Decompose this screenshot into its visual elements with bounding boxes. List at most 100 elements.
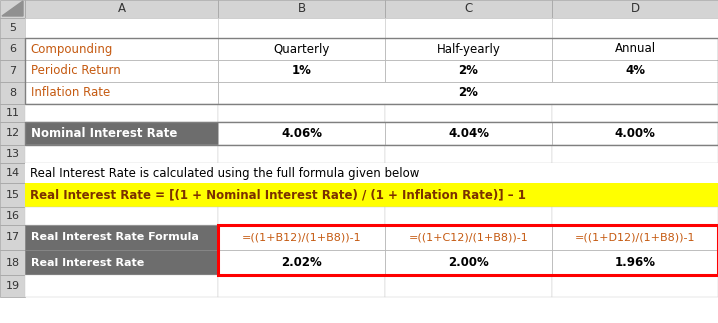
Bar [25, 225, 218, 250]
Bar [552, 104, 718, 122]
Text: B: B [297, 3, 306, 16]
Bar [385, 18, 552, 38]
Bar [0, 60, 25, 82]
Bar [0, 18, 25, 38]
Text: Half-yearly: Half-yearly [437, 43, 500, 56]
Text: 16: 16 [6, 211, 19, 221]
Text: 13: 13 [6, 149, 19, 159]
Bar [0, 104, 25, 122]
Bar [218, 18, 385, 38]
Bar [552, 122, 718, 145]
Bar [25, 38, 718, 104]
Bar [552, 38, 718, 60]
Bar [218, 82, 718, 104]
Text: =((1+B12)/(1+B8))-1: =((1+B12)/(1+B8))-1 [242, 233, 361, 243]
Bar [218, 122, 385, 145]
Text: Quarterly: Quarterly [274, 43, 330, 56]
Text: Annual: Annual [615, 43, 656, 56]
Bar [0, 207, 25, 225]
Bar [385, 145, 552, 163]
Text: Real Interest Rate Formula: Real Interest Rate Formula [31, 233, 199, 243]
Bar [25, 104, 218, 122]
Bar [25, 122, 718, 145]
Bar [218, 225, 718, 275]
Text: 4%: 4% [625, 65, 645, 78]
Text: 19: 19 [6, 281, 19, 291]
Bar [385, 122, 552, 145]
Text: 1.96%: 1.96% [615, 256, 656, 269]
Text: 14: 14 [6, 168, 19, 178]
Bar [25, 163, 718, 183]
Bar [218, 60, 385, 82]
Bar [25, 60, 218, 82]
Text: =((1+D12)/(1+B8))-1: =((1+D12)/(1+B8))-1 [574, 233, 695, 243]
Bar [25, 250, 218, 275]
Text: Real Interest Rate: Real Interest Rate [31, 257, 144, 267]
Text: 15: 15 [6, 190, 19, 200]
Bar [385, 38, 552, 60]
Bar [0, 82, 25, 104]
Bar [218, 250, 385, 275]
Bar [25, 38, 218, 60]
Bar [218, 275, 385, 297]
Bar [25, 122, 218, 145]
Text: =((1+C12)/(1+B8))-1: =((1+C12)/(1+B8))-1 [409, 233, 528, 243]
Text: 18: 18 [6, 257, 19, 267]
Bar [0, 275, 25, 297]
Bar [385, 0, 552, 18]
Bar [385, 104, 552, 122]
Text: 2%: 2% [458, 87, 478, 99]
Text: 8: 8 [9, 88, 16, 98]
Bar [218, 145, 385, 163]
Text: Real Interest Rate is calculated using the full formula given below: Real Interest Rate is calculated using t… [30, 166, 419, 180]
Text: Nominal Interest Rate: Nominal Interest Rate [31, 127, 177, 140]
Bar [0, 122, 25, 145]
Bar [25, 207, 218, 225]
Bar [552, 275, 718, 297]
Bar [552, 60, 718, 82]
Bar [25, 0, 218, 18]
Text: Compounding: Compounding [31, 43, 113, 56]
Text: 4.06%: 4.06% [281, 127, 322, 140]
Bar [218, 38, 385, 60]
Bar [552, 145, 718, 163]
Bar [218, 207, 385, 225]
Bar [0, 0, 25, 18]
Text: Inflation Rate: Inflation Rate [31, 87, 110, 99]
Bar [0, 183, 25, 207]
Bar [385, 225, 552, 250]
Bar [0, 250, 25, 275]
Bar [25, 275, 218, 297]
Bar [0, 145, 25, 163]
Text: 4.00%: 4.00% [615, 127, 656, 140]
Bar [552, 250, 718, 275]
Text: Periodic Return: Periodic Return [31, 65, 121, 78]
Bar [25, 82, 218, 104]
Text: Real Interest Rate = [(1 + Nominal Interest Rate) / (1 + Inflation Rate)] – 1: Real Interest Rate = [(1 + Nominal Inter… [30, 189, 526, 202]
Text: 4.04%: 4.04% [448, 127, 489, 140]
Bar [552, 225, 718, 250]
Bar [0, 225, 25, 250]
Text: C: C [465, 3, 472, 16]
Bar [385, 207, 552, 225]
Text: A: A [118, 3, 126, 16]
Text: 2%: 2% [459, 65, 478, 78]
Bar [25, 183, 718, 207]
Bar [25, 145, 218, 163]
Bar [552, 207, 718, 225]
Text: 1%: 1% [292, 65, 312, 78]
Bar [552, 18, 718, 38]
Bar [552, 0, 718, 18]
Bar [385, 250, 552, 275]
Text: 5: 5 [9, 23, 16, 33]
Text: 17: 17 [6, 233, 19, 243]
Text: 2.02%: 2.02% [281, 256, 322, 269]
Bar [0, 38, 25, 60]
Bar [218, 225, 385, 250]
Text: 6: 6 [9, 44, 16, 54]
Bar [385, 275, 552, 297]
Polygon shape [2, 1, 23, 16]
Text: 12: 12 [6, 129, 19, 139]
Text: 7: 7 [9, 66, 16, 76]
Text: 11: 11 [6, 108, 19, 118]
